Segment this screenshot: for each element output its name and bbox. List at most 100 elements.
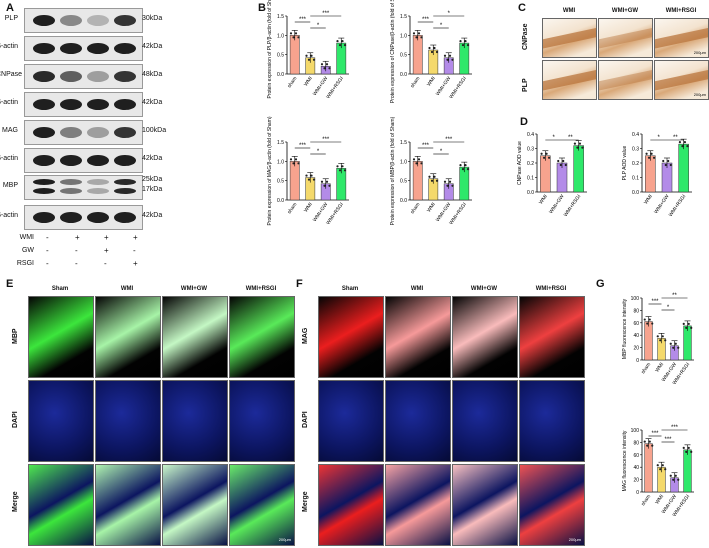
data-dot xyxy=(464,164,467,167)
chart-plp: 0.0 0.5 1.0 1.5 Protein expression of PLP/β-… xyxy=(267,0,349,100)
condition-sign: - xyxy=(133,246,136,255)
data-dot xyxy=(461,43,465,47)
data-dot xyxy=(294,32,298,35)
blot-row-label: MBP xyxy=(2,182,18,189)
bar-sham xyxy=(289,161,300,201)
blot-band xyxy=(87,127,109,138)
data-dot xyxy=(669,474,672,477)
blot-row-label: CNPase xyxy=(0,71,23,78)
data-dot xyxy=(466,43,470,47)
data-dot xyxy=(643,440,646,443)
kda-label: 42kDa xyxy=(142,212,163,219)
if-image xyxy=(28,380,94,462)
blot-band xyxy=(33,43,55,54)
data-dot xyxy=(681,145,684,148)
blot-band xyxy=(87,155,109,166)
kda-label: 30kDa xyxy=(142,15,163,22)
sig-label: *** xyxy=(299,17,307,23)
data-dot xyxy=(683,141,687,144)
blot-strip xyxy=(24,205,143,230)
kda-label: 42kDa xyxy=(142,155,163,162)
y-tick-label: 0.0 xyxy=(277,72,284,78)
data-dot xyxy=(420,36,423,39)
sig-label: * xyxy=(440,149,443,155)
data-dot xyxy=(682,446,685,449)
data-dot xyxy=(338,43,342,47)
data-dot xyxy=(662,159,665,163)
data-dot xyxy=(451,184,454,187)
condition-label: GW xyxy=(21,247,34,254)
data-dot xyxy=(661,335,664,338)
panel-label-f: F xyxy=(296,278,303,290)
blot-row-label: MAG xyxy=(2,127,18,134)
data-dot xyxy=(659,339,662,342)
data-dot xyxy=(459,39,462,43)
if-image xyxy=(162,296,228,378)
x-tick-label: WMI xyxy=(303,76,314,88)
if-image xyxy=(385,464,451,546)
ihc-tract xyxy=(655,67,708,92)
chart-cnp: 0.0 0.5 1.0 1.5 Protein expression of CNPase… xyxy=(390,0,472,103)
blot-band xyxy=(114,127,136,138)
if-column-header: WMI+RSGI xyxy=(245,286,277,292)
y-tick-label: 40 xyxy=(633,465,639,471)
blot-row-label: β-actin xyxy=(0,43,18,50)
x-tick-label: WMI+GW xyxy=(653,193,671,215)
if-image xyxy=(162,464,228,546)
x-tick-label: sham xyxy=(409,76,421,89)
ihc-tract xyxy=(599,25,652,50)
if-row-label: Merge xyxy=(302,491,309,512)
chart-cnpaod: 0.0 0.1 0.2 0.3 0.4 CNPase AOD value WMI WMI+GW… xyxy=(517,132,587,218)
sig-label: * xyxy=(552,135,555,141)
y-tick-label: 80 xyxy=(633,308,639,314)
panel-label-a: A xyxy=(6,2,14,14)
y-tick-label: 0.5 xyxy=(277,53,284,59)
x-tick-label: WMI xyxy=(643,194,654,206)
y-tick-label: 0.0 xyxy=(400,72,407,78)
panel-label-b: B xyxy=(258,2,266,14)
data-dot xyxy=(323,67,326,70)
data-dot xyxy=(343,169,347,172)
data-dot xyxy=(687,446,690,449)
sig-label: *** xyxy=(664,437,672,443)
data-dot xyxy=(674,474,677,477)
blot-band xyxy=(33,188,55,194)
data-dot xyxy=(289,158,293,161)
x-tick-label: WMI xyxy=(654,494,665,506)
y-tick-label: 1.5 xyxy=(277,140,284,146)
data-dot xyxy=(338,169,342,172)
if-column-header: Sham xyxy=(51,286,69,292)
ihc-tract xyxy=(543,25,596,50)
blot-band xyxy=(87,15,109,26)
data-dot xyxy=(661,464,664,467)
ihc-column-header: WMI xyxy=(562,8,576,14)
if-image xyxy=(318,464,384,546)
data-dot xyxy=(435,179,439,182)
sig-label: ** xyxy=(672,293,677,299)
if-image xyxy=(318,296,384,378)
y-tick-label: 0.0 xyxy=(400,198,407,204)
y-tick-label: 0 xyxy=(636,490,639,496)
bar-sham xyxy=(644,321,653,361)
data-dot xyxy=(678,141,682,144)
if-row-label: Merge xyxy=(12,491,19,512)
y-tick-label: 1.0 xyxy=(400,159,407,165)
scale-bar-label: 200μm xyxy=(278,537,291,542)
y-tick-label: 40 xyxy=(633,333,639,339)
y-axis-label: Protein expression of CNPase/β-actin (fo… xyxy=(390,0,396,103)
y-tick-label: 0.0 xyxy=(632,190,639,196)
blot-band xyxy=(114,99,136,110)
data-dot xyxy=(305,54,308,57)
data-dot xyxy=(325,63,329,66)
ihc-tract xyxy=(599,67,652,92)
y-tick-label: 1.5 xyxy=(277,14,284,20)
data-dot xyxy=(310,174,313,177)
blot-band xyxy=(87,43,109,54)
y-tick-label: 0.2 xyxy=(527,161,534,167)
data-dot xyxy=(562,159,565,163)
bar-WMI+RSGI xyxy=(573,145,584,193)
data-dot xyxy=(430,179,434,182)
y-tick-label: 0 xyxy=(636,358,639,364)
kda-label: 42kDa xyxy=(142,99,163,106)
